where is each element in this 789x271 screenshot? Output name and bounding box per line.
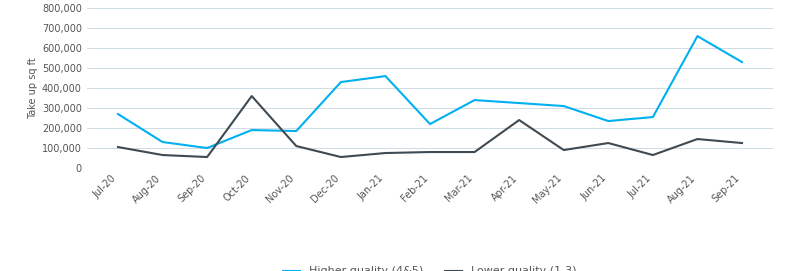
- Higher quality (4&5): [203, 146, 212, 150]
- Higher quality (4&5): [425, 122, 435, 126]
- Higher quality (4&5): [693, 34, 702, 38]
- Lower quality (1-3): [114, 146, 123, 149]
- Lower quality (1-3): [469, 150, 479, 154]
- Higher quality (4&5): [604, 120, 613, 123]
- Higher quality (4&5): [737, 60, 746, 64]
- Higher quality (4&5): [292, 130, 301, 133]
- Lower quality (1-3): [648, 153, 657, 157]
- Higher quality (4&5): [469, 98, 479, 102]
- Lower quality (1-3): [203, 155, 212, 159]
- Higher quality (4&5): [247, 128, 256, 132]
- Lower quality (1-3): [425, 150, 435, 154]
- Lower quality (1-3): [514, 118, 524, 122]
- Higher quality (4&5): [514, 101, 524, 105]
- Lower quality (1-3): [693, 137, 702, 141]
- Lower quality (1-3): [604, 141, 613, 145]
- Lower quality (1-3): [292, 144, 301, 148]
- Higher quality (4&5): [559, 104, 568, 108]
- Lower quality (1-3): [737, 141, 746, 145]
- Higher quality (4&5): [114, 112, 123, 116]
- Lower quality (1-3): [336, 155, 346, 159]
- Lower quality (1-3): [381, 151, 391, 155]
- Higher quality (4&5): [648, 115, 657, 119]
- Higher quality (4&5): [336, 80, 346, 84]
- Higher quality (4&5): [381, 75, 391, 78]
- Line: Higher quality (4&5): Higher quality (4&5): [118, 36, 742, 148]
- Higher quality (4&5): [158, 140, 167, 144]
- Y-axis label: Take up sq ft: Take up sq ft: [28, 57, 38, 119]
- Legend: Higher quality (4&5), Lower quality (1-3): Higher quality (4&5), Lower quality (1-3…: [283, 266, 577, 271]
- Lower quality (1-3): [158, 153, 167, 157]
- Line: Lower quality (1-3): Lower quality (1-3): [118, 96, 742, 157]
- Lower quality (1-3): [247, 95, 256, 98]
- Lower quality (1-3): [559, 149, 568, 152]
